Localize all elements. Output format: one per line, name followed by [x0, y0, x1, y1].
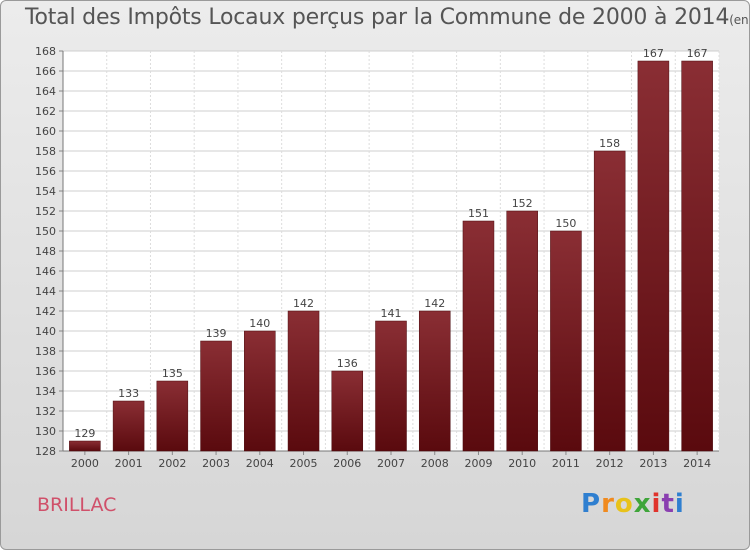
- data-label: 140: [249, 317, 270, 330]
- y-tick-label: 138: [35, 345, 56, 358]
- y-tick-label: 162: [35, 105, 56, 118]
- y-tick-label: 158: [35, 145, 56, 158]
- x-tick-label: 2014: [683, 457, 711, 470]
- y-tick-label: 164: [35, 85, 56, 98]
- x-tick-label: 2011: [552, 457, 580, 470]
- bar: [682, 61, 713, 451]
- y-tick-label: 144: [35, 285, 56, 298]
- y-tick-label: 168: [35, 45, 56, 58]
- data-label: 139: [206, 327, 227, 340]
- y-tick-label: 130: [35, 425, 56, 438]
- data-label: 133: [118, 387, 139, 400]
- y-tick-label: 142: [35, 305, 56, 318]
- y-tick-label: 134: [35, 385, 56, 398]
- x-tick-label: 2010: [508, 457, 536, 470]
- bar: [288, 311, 319, 451]
- y-tick-label: 132: [35, 405, 56, 418]
- bar: [157, 381, 188, 451]
- data-label: 141: [381, 307, 402, 320]
- y-tick-label: 148: [35, 245, 56, 258]
- logo-letter: x: [634, 489, 652, 519]
- bar: [594, 151, 625, 451]
- bar: [376, 321, 407, 451]
- data-label: 129: [74, 427, 95, 440]
- data-label: 152: [512, 197, 533, 210]
- y-tick-label: 136: [35, 365, 56, 378]
- logo-letter: o: [615, 489, 634, 519]
- bar: [638, 61, 669, 451]
- data-label: 158: [599, 137, 620, 150]
- y-tick-label: 140: [35, 325, 56, 338]
- data-label: 167: [687, 47, 708, 60]
- x-tick-label: 2008: [421, 457, 449, 470]
- bar: [332, 371, 363, 451]
- bar: [419, 311, 450, 451]
- y-tick-label: 152: [35, 205, 56, 218]
- bar: [69, 441, 100, 451]
- x-tick-label: 2007: [377, 457, 405, 470]
- x-tick-label: 2013: [639, 457, 667, 470]
- bar: [244, 331, 275, 451]
- y-tick-label: 166: [35, 65, 56, 78]
- x-tick-label: 2002: [158, 457, 186, 470]
- data-label: 135: [162, 367, 183, 380]
- bar: [463, 221, 494, 451]
- logo-letter: r: [601, 489, 615, 519]
- data-label: 136: [337, 357, 358, 370]
- logo-letter: i: [675, 489, 685, 519]
- y-tick-label: 150: [35, 225, 56, 238]
- logo-letter: P: [581, 489, 601, 519]
- x-tick-label: 2009: [464, 457, 492, 470]
- bar: [550, 231, 581, 451]
- x-tick-label: 2001: [115, 457, 143, 470]
- data-label: 142: [424, 297, 445, 310]
- data-label: 150: [555, 217, 576, 230]
- logo-letter: t: [661, 489, 674, 519]
- bar: [201, 341, 232, 451]
- logo-letter: i: [652, 489, 662, 519]
- proxiti-logo: Proxiti: [581, 489, 685, 519]
- data-label: 167: [643, 47, 664, 60]
- data-label: 151: [468, 207, 489, 220]
- x-tick-label: 2000: [71, 457, 99, 470]
- y-tick-label: 146: [35, 265, 56, 278]
- data-label: 142: [293, 297, 314, 310]
- y-tick-label: 128: [35, 445, 56, 458]
- y-tick-label: 156: [35, 165, 56, 178]
- bar: [113, 401, 144, 451]
- y-tick-label: 160: [35, 125, 56, 138]
- x-tick-label: 2004: [246, 457, 274, 470]
- x-tick-label: 2005: [290, 457, 318, 470]
- bar: [507, 211, 538, 451]
- commune-name: BRILLAC: [37, 494, 116, 516]
- y-tick-label: 154: [35, 185, 56, 198]
- x-tick-label: 2012: [596, 457, 624, 470]
- x-tick-label: 2006: [333, 457, 361, 470]
- x-tick-label: 2003: [202, 457, 230, 470]
